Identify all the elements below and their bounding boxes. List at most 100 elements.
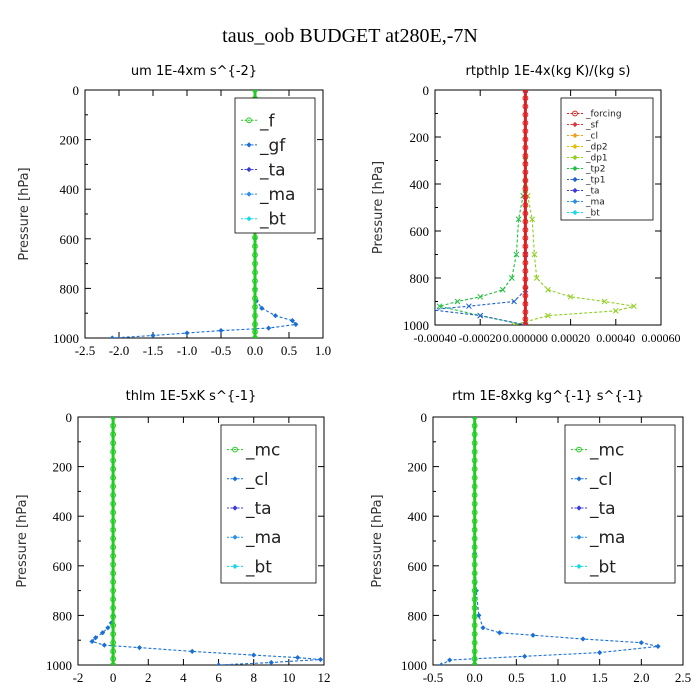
series-point [655,643,661,649]
x-tick-label: -2 [73,670,84,685]
series-point [522,322,529,325]
x-tick-label: 0 [110,670,117,685]
legend-marker [232,446,238,453]
series-point [471,448,478,455]
series-point [522,136,529,143]
series-point [110,596,117,603]
legend-label: _ma [245,528,281,548]
panel-title: thlm 1E-5xK s^{-1} [126,389,257,404]
series-point [522,653,528,659]
series-point [136,645,143,651]
series-point [471,662,478,665]
legend-box [564,424,676,584]
y-axis-label: Pressure [hPa] [17,167,32,260]
legend-marker [576,476,582,482]
series-point [266,325,272,331]
series-point [471,639,478,646]
series-point [110,431,117,438]
series-point [471,492,478,499]
x-tick-label: 4 [180,670,187,685]
y-tick-label: 400 [408,509,428,524]
series-point [522,194,529,200]
legend-label: _tp2 [585,165,605,175]
series-point [480,625,486,631]
series-point [100,630,106,636]
panel-thlm: thlm 1E-5xK s^{-1} Pressure [hPa] 0 200 400 6… [15,389,331,685]
series-point [471,417,478,420]
series-point [471,483,478,490]
legend-marker [572,198,578,205]
series-point [110,500,117,507]
legend-label: _cl [585,132,598,142]
series-point [522,210,529,217]
panel-title: rtm 1E-8xkg kg^{-1} s^{-1} [452,389,644,404]
series-point [497,630,503,636]
series-point [597,650,603,656]
series-point [110,587,117,594]
series-point [522,128,529,135]
y-tick-label: 200 [53,460,73,475]
series-point [110,655,117,662]
series-point [513,251,520,258]
panel-um: um 1E-4xm s^{-2} Pressure [hPa] 0 200 400 600… [17,64,331,358]
series-point [522,218,529,225]
y-tick-label: 0 [421,410,428,425]
series-point [110,466,117,472]
series-point [522,161,529,167]
legend-label: _dp1 [585,154,608,164]
x-tick-label: 0.00060 [642,331,681,345]
series-point [471,605,478,611]
y-tick-label: 1000 [46,658,72,673]
series-point [522,152,529,159]
x-tick-label: -2.5 [75,343,96,358]
series-point [110,457,117,464]
series-line-tp2 [439,90,526,325]
legend-label: _bt [245,557,272,577]
legend-marker [576,563,582,569]
series-group [438,417,661,665]
series-point [522,226,529,233]
x-tick-label: 12 [318,670,331,685]
legend-label: _forcing [585,110,622,120]
series-point [530,632,536,638]
legend-marker [246,191,252,197]
series-point [471,422,478,429]
y-tick-label: 800 [60,281,80,296]
series-point [471,552,478,559]
series-group [89,417,324,665]
series-point [110,605,117,611]
y-tick-label: 0 [73,83,80,98]
series-point [110,662,117,665]
series-point [110,474,117,481]
series-point [631,303,637,310]
panel-title: um 1E-4xm s^{-2} [131,64,257,79]
x-tick-label: -2.0 [109,343,130,358]
x-tick-label: -0.00020 [459,331,502,345]
series-point [252,295,258,302]
series-point [471,613,478,620]
legend-label: _ma [585,198,605,208]
series-point [150,332,156,338]
series-point [251,652,257,658]
figure-title: taus_oob BUDGET at280E,-7N [222,25,478,47]
legend-marker [572,187,578,194]
series-point [471,561,478,568]
x-tick-label: -1.0 [177,343,198,358]
series-point [522,202,529,209]
legend-label: _tp1 [585,176,605,186]
x-tick-label: 8 [250,670,257,685]
series-point [499,286,506,293]
series-point [252,335,258,338]
x-tick-label: 0.000000 [503,331,548,345]
y-tick-label: 0 [423,83,430,98]
legend-label: _mc [589,441,624,461]
series-point [454,298,461,305]
series-point [522,300,529,307]
series-point [110,561,117,568]
series-point [471,622,478,629]
series-point [110,417,117,420]
y-tick-label: 400 [53,509,73,524]
series-point [466,303,472,310]
series-point [189,648,195,654]
panel-rtpthlp: rtpthlp 1E-4x(kg K)/(kg s) Pressure [hPa]… [371,64,681,345]
